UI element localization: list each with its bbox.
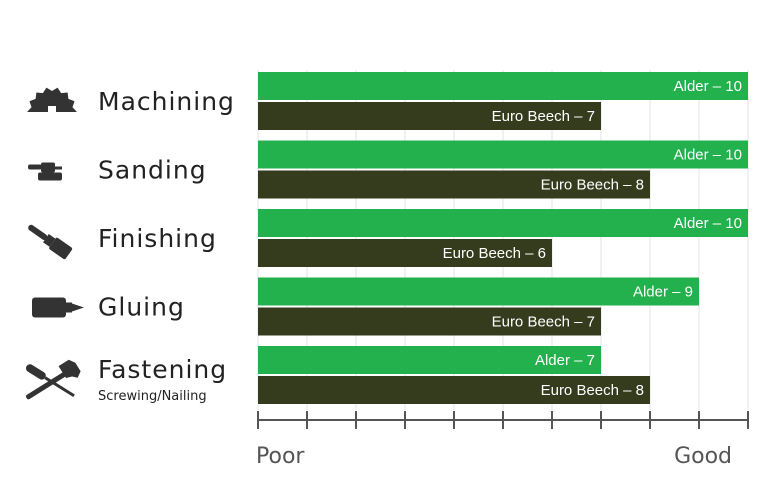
category-label: Fastening <box>98 355 227 384</box>
glue-bottle-icon <box>32 297 84 318</box>
beech-bar-label: Euro Beech – 8 <box>541 382 644 399</box>
saw-blade-icon <box>27 87 77 112</box>
alder-bar-label: Alder – 9 <box>633 284 693 301</box>
alder-bar <box>258 209 748 237</box>
beech-bar <box>258 102 601 130</box>
category-sublabel: Screwing/Nailing <box>98 389 207 404</box>
category-label: Sanding <box>98 156 207 185</box>
beech-bar <box>258 376 650 404</box>
category-labels: Machining Sanding Finishing Gluing Fastening… <box>98 87 235 404</box>
alder-bar <box>258 277 699 306</box>
paintbrush-icon <box>28 224 73 260</box>
beech-bar <box>258 170 650 199</box>
bars <box>258 72 748 404</box>
category-label: Finishing <box>98 224 217 253</box>
alder-bar <box>258 346 601 374</box>
sander-icon <box>28 162 62 181</box>
beech-bar <box>258 239 552 267</box>
axis-min-label: Poor <box>256 444 305 469</box>
category-label: Machining <box>98 87 235 116</box>
alder-bar <box>258 140 748 169</box>
alder-bar-label: Alder – 7 <box>535 352 595 369</box>
beech-bar-label: Euro Beech – 7 <box>492 314 595 331</box>
screwdriver-hammer-icon <box>25 359 81 400</box>
alder-bar-label: Alder – 10 <box>674 147 742 164</box>
category-label: Gluing <box>98 293 185 322</box>
beech-bar-label: Euro Beech – 8 <box>541 177 644 194</box>
bar-labels: Alder – 10 Euro Beech – 7 Alder – 10 Euro B… <box>443 78 742 399</box>
alder-bar-label: Alder – 10 <box>674 215 742 232</box>
x-axis <box>257 411 749 429</box>
beech-bar-label: Euro Beech – 6 <box>443 245 546 262</box>
beech-bar-label: Euro Beech – 7 <box>492 108 595 125</box>
alder-bar-label: Alder – 10 <box>674 78 742 95</box>
beech-bar <box>258 307 601 336</box>
axis-max-label: Good <box>674 444 732 469</box>
alder-bar <box>258 72 748 100</box>
